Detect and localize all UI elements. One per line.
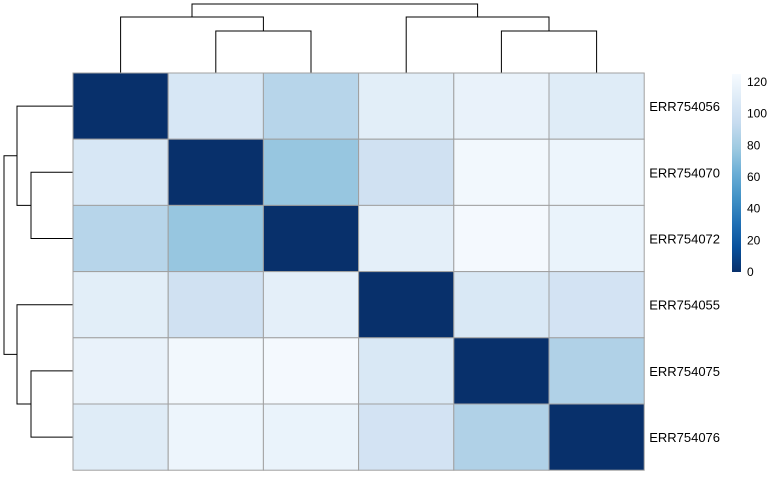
heatmap-cell-ERR754056-ERR754055 [358,72,455,140]
colorbar-tick-label: 40 [747,202,761,216]
colorbar-bar [732,74,741,272]
row-label: ERR754056 [649,99,720,114]
heatmap-cell-ERR754070-ERR754055 [358,138,455,206]
heatmap-cell-ERR754076-ERR754076 [548,403,645,471]
column-dendrogram-branch [191,3,479,17]
colorbar-tick-label: 120 [747,75,767,89]
heatmap-cell-ERR754076-ERR754055 [358,403,455,471]
colorbar-tick-label: 20 [747,233,761,247]
heatmap-cell-ERR754070-ERR754072 [262,138,360,206]
column-dendrogram-branch [405,16,550,73]
heatmap-cell-ERR754075-ERR754056 [72,337,169,405]
heatmap-cell-ERR754076-ERR754056 [72,403,169,471]
row-dendrogram [3,105,73,438]
heatmap-cell-ERR754075-ERR754076 [548,337,645,405]
row-dendrogram-branch [3,155,17,355]
column-dendrogram-branch [120,16,264,73]
row-dendrogram-branch [30,370,73,438]
heatmap-cell-ERR754076-ERR754072 [262,403,360,471]
heatmap-cell-ERR754055-ERR754056 [72,271,169,339]
column-dendrogram-branch [500,30,598,73]
heatmap-cell-ERR754070-ERR754070 [167,138,264,206]
colorbar-tick-label: 100 [747,107,767,121]
colorbar-legend: 0 20 40 60 80 100 120 [732,74,767,279]
heatmap-cell-ERR754072-ERR754056 [72,204,169,273]
heatmap-cell-ERR754070-ERR754056 [72,138,169,206]
row-label: ERR754070 [649,165,720,180]
heatmap-cell-ERR754055-ERR754072 [262,271,360,339]
row-label: ERR754076 [649,430,720,445]
row-label: ERR754075 [649,364,720,379]
heatmap-cell-ERR754072-ERR754070 [167,204,264,273]
colorbar-tick-label: 0 [747,265,754,279]
heatmap-cell-ERR754055-ERR754075 [453,271,550,339]
heatmap-cell-ERR754072-ERR754055 [358,204,455,273]
heatmap-cell-ERR754056-ERR754075 [453,72,550,140]
heatmap-cell-ERR754056-ERR754076 [548,72,645,140]
colorbar-tick-label: 80 [747,138,761,152]
heatmap-cell-ERR754072-ERR754076 [548,204,645,273]
row-dendrogram-branch [16,304,73,405]
heatmap-cell-ERR754076-ERR754075 [453,403,550,471]
heatmap-cell-ERR754055-ERR754070 [167,271,264,339]
row-dendrogram-branch [16,105,73,206]
heatmap-cell-ERR754075-ERR754072 [262,337,360,405]
row-label: ERR754072 [649,232,720,247]
heatmap-cell-ERR754055-ERR754076 [548,271,645,339]
heatmap-cell-ERR754070-ERR754075 [453,138,550,206]
heatmap-cell-ERR754076-ERR754070 [167,403,264,471]
heatmap-cell-ERR754056-ERR754070 [167,72,264,140]
heatmap-cell-ERR754075-ERR754075 [453,337,550,405]
column-dendrogram [120,3,598,73]
row-dendrogram-branch [30,171,73,239]
heatmap-cell-ERR754072-ERR754075 [453,204,550,273]
row-labels: ERR754056 ERR754070 ERR754072 ERR754055 ERR7… [649,99,720,445]
heatmap-cells [72,72,645,471]
column-dendrogram-branch [215,30,312,73]
heatmap-cell-ERR754070-ERR754076 [548,138,645,206]
heatmap-cell-ERR754072-ERR754072 [262,204,360,273]
heatmap-cell-ERR754075-ERR754070 [167,337,264,405]
heatmap-cell-ERR754055-ERR754055 [358,271,455,339]
row-label: ERR754055 [649,298,720,313]
heatmap-cell-ERR754056-ERR754072 [262,72,360,140]
heatmap-cell-ERR754075-ERR754055 [358,337,455,405]
colorbar-tick-label: 60 [747,170,761,184]
heatmap-cell-ERR754056-ERR754056 [72,72,169,140]
